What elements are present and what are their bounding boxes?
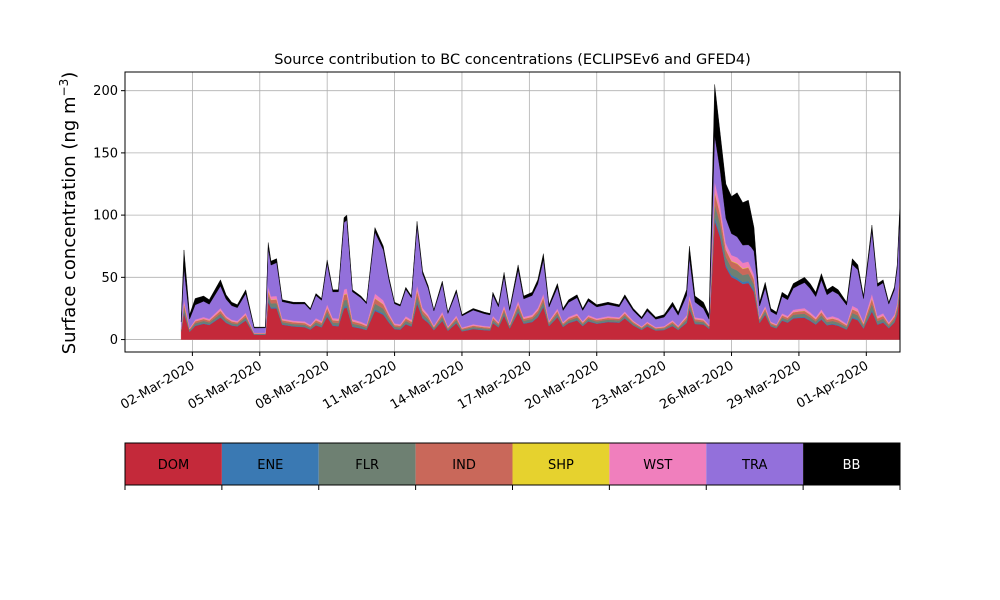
y-tick-label: 50: [101, 271, 118, 286]
y-axis-ticks: 0 50 100 150 200: [93, 84, 125, 348]
y-tick-label: 150: [93, 146, 118, 161]
legend-frame: [124, 442, 901, 486]
legend-label-flr: FLR: [355, 458, 379, 473]
legend-label-ind: IND: [452, 458, 476, 473]
legend-swatch-dom: [125, 443, 222, 485]
legend-label-shp: SHP: [548, 458, 574, 473]
x-tick-label: 29-Mar-2020: [725, 358, 804, 412]
y-tick-label: 100: [93, 209, 118, 224]
x-tick-label: 26-Mar-2020: [657, 358, 736, 412]
x-axis-ticks: 02-Mar-202005-Mar-202008-Mar-202011-Mar-…: [118, 352, 871, 413]
legend-swatch-wst: [609, 443, 707, 485]
x-tick-label: 05-Mar-2020: [186, 358, 265, 412]
legend-swatch-ind: [415, 443, 513, 485]
x-tick-label: 01-Apr-2020: [794, 358, 871, 411]
x-tick-label: 11-Mar-2020: [320, 358, 399, 412]
chart-title: Source contribution to BC concentrations…: [274, 52, 751, 68]
x-tick-label: 20-Mar-2020: [523, 358, 602, 412]
stacked-areas: [180, 84, 901, 340]
legend-swatch-flr: [318, 443, 416, 485]
y-tick-label: 200: [93, 84, 118, 99]
y-axis-label: Surface concentration (ng m−3): [57, 72, 80, 355]
x-tick-label: 08-Mar-2020: [253, 358, 332, 412]
x-tick-label: 23-Mar-2020: [590, 358, 669, 412]
legend-swatch-ene: [221, 443, 319, 485]
legend-label-tra: TRA: [741, 458, 767, 473]
x-tick-label: 02-Mar-2020: [118, 358, 197, 412]
x-tick-label: 14-Mar-2020: [388, 358, 467, 412]
legend-label-bb: BB: [843, 458, 861, 473]
legend-label-ene: ENE: [257, 458, 283, 473]
legend-swatch-shp: [512, 443, 610, 485]
legend-label-wst: WST: [643, 458, 672, 473]
legend-swatch-bb: [803, 443, 900, 485]
legend-label-dom: DOM: [158, 458, 189, 473]
y-tick-label: 0: [110, 333, 118, 348]
plot-frame: [124, 71, 901, 353]
x-tick-label: 17-Mar-2020: [455, 358, 534, 412]
legend-swatch-tra: [706, 443, 804, 485]
legend: DOM ENE FLR IND SHP WST TRA BB: [124, 442, 901, 490]
